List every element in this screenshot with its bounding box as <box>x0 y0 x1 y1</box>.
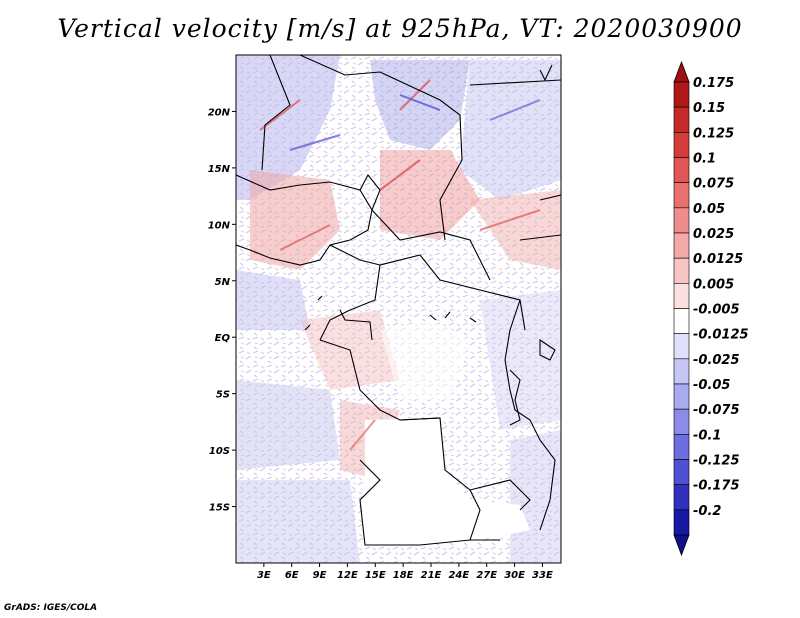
latitude-axis: 20N 15N 10N 5N EQ 5S 10S 15S <box>208 107 236 514</box>
colorbar-swatch <box>673 434 690 460</box>
colorbar-label: -0.2 <box>693 504 721 519</box>
lat-tick-label: 15S <box>209 503 230 514</box>
colorbar-label: -0.005 <box>693 303 740 318</box>
lon-tick-label: 6E <box>285 570 299 581</box>
lon-tick-label: 21E <box>421 570 442 581</box>
colorbar-swatch <box>673 333 690 360</box>
lat-tick-label: 20N <box>208 107 231 118</box>
colorbar-swatch <box>673 106 690 133</box>
colorbar-label: -0.1 <box>693 428 721 443</box>
grads-credit: GrADS: IGES/COLA <box>4 603 98 613</box>
colorbar-label: -0.0125 <box>693 328 749 343</box>
colorbar-swatch <box>673 132 690 158</box>
colorbar-label: 0.025 <box>693 227 734 242</box>
lat-tick-label: EQ <box>215 333 231 344</box>
lat-tick-label: 5N <box>215 277 231 288</box>
map-frame <box>235 54 562 564</box>
lat-tick-label: 10S <box>209 446 230 457</box>
lon-tick-label: 18E <box>393 570 414 581</box>
colorbar-label: 0.125 <box>693 126 734 141</box>
colorbar-bottom-arrow <box>673 534 690 557</box>
colorbar-swatch <box>673 232 690 259</box>
lat-tick-label: 15N <box>208 164 231 175</box>
colorbar-label: -0.075 <box>693 403 740 418</box>
lon-tick-label: 27E <box>476 570 497 581</box>
colorbar-label: -0.05 <box>693 378 730 393</box>
lon-tick-label: 33E <box>532 570 553 581</box>
colorbar-swatch <box>673 408 690 435</box>
colorbar-label: -0.025 <box>693 353 740 368</box>
lon-tick-label: 12E <box>337 570 358 581</box>
colorbar-label: 0.15 <box>693 101 725 116</box>
colorbar-label: 0.075 <box>693 177 734 192</box>
colorbar-label: -0.125 <box>693 454 740 469</box>
map-title: Vertical velocity [m/s] at 925hPa, VT: 2… <box>57 14 743 43</box>
colorbar-swatch <box>673 81 690 108</box>
lat-tick-label: 5S <box>216 390 230 401</box>
lon-tick-label: 15E <box>365 570 386 581</box>
colorbar-label: 0.005 <box>693 277 734 292</box>
colorbar-swatch <box>673 283 690 309</box>
colorbar-label: 0.05 <box>693 202 725 217</box>
colorbar-swatch <box>673 459 690 485</box>
country-borders <box>236 55 561 546</box>
colorbar: 0.175 0.15 0.125 0.1 0.075 0.05 0.025 0.0125 0.0… <box>673 60 749 557</box>
colorbar-top-arrow <box>673 60 690 83</box>
colorbar-swatch <box>673 383 690 410</box>
colorbar-label: -0.175 <box>693 479 740 494</box>
lon-tick-label: 30E <box>504 570 525 581</box>
colorbar-swatch <box>673 257 690 284</box>
colorbar-swatch <box>673 182 690 209</box>
colorbar-label: 0.1 <box>693 152 716 167</box>
colorbar-swatch <box>673 358 690 385</box>
colorbar-label: 0.0125 <box>693 252 743 267</box>
colorbar-swatch <box>673 157 690 183</box>
colorbar-label: 0.175 <box>693 76 734 91</box>
lon-tick-label: 3E <box>257 570 271 581</box>
lon-tick-label: 9E <box>313 570 327 581</box>
colorbar-swatch <box>673 207 690 234</box>
colorbar-swatch <box>673 308 690 334</box>
lat-tick-label: 10N <box>208 220 231 231</box>
vertical-velocity-field <box>236 55 561 563</box>
colorbar-swatch <box>673 484 690 511</box>
colorbar-swatch <box>673 509 690 536</box>
lon-tick-label: 24E <box>448 570 469 581</box>
longitude-axis: 3E 6E 9E 12E 15E 18E 21E 24E 27E 30E 33E <box>257 563 553 581</box>
